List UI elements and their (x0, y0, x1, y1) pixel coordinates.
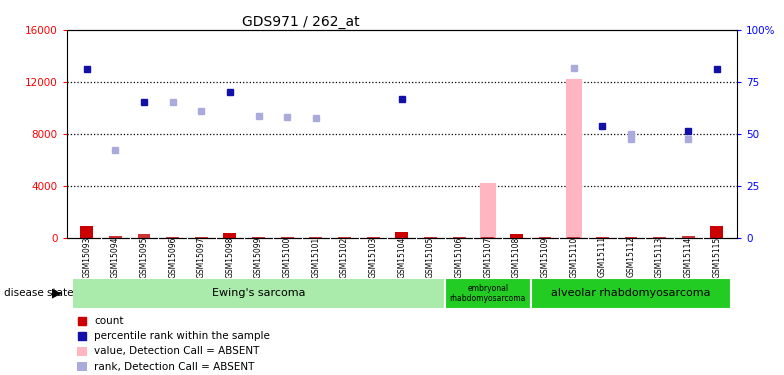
Bar (72, 278, 445, 309)
Bar (424, 237, 437, 238)
Text: GSM15103: GSM15103 (368, 236, 378, 278)
Text: value, Detection Call = ABSENT: value, Detection Call = ABSENT (94, 346, 260, 356)
Text: GSM15112: GSM15112 (626, 236, 636, 278)
Bar (568, 237, 580, 238)
Bar (481, 237, 494, 238)
Bar (539, 237, 551, 238)
Bar (77, 347, 88, 356)
Text: GSM15101: GSM15101 (311, 236, 321, 278)
Text: Ewing's sarcoma: Ewing's sarcoma (212, 288, 305, 298)
Bar (166, 237, 179, 238)
Text: GSM15099: GSM15099 (254, 236, 263, 278)
Text: rank, Detection Call = ABSENT: rank, Detection Call = ABSENT (94, 362, 255, 372)
Bar (653, 237, 666, 238)
Text: GSM15106: GSM15106 (455, 236, 463, 278)
Text: GSM15093: GSM15093 (82, 236, 91, 278)
Bar (596, 237, 608, 238)
Bar (338, 237, 351, 238)
Text: GSM15096: GSM15096 (168, 236, 177, 278)
Text: GSM15107: GSM15107 (483, 236, 492, 278)
Bar (682, 236, 695, 238)
Text: GSM15111: GSM15111 (598, 236, 607, 278)
Bar (80, 226, 93, 238)
Text: embryonal
rhabdomyosarcoma: embryonal rhabdomyosarcoma (449, 284, 526, 303)
Text: alveolar rhabdomyosarcoma: alveolar rhabdomyosarcoma (551, 288, 711, 298)
Bar (452, 237, 466, 238)
Bar (137, 234, 151, 238)
Text: GSM15113: GSM15113 (655, 236, 664, 278)
Text: GSM15114: GSM15114 (684, 236, 693, 278)
Text: GSM15097: GSM15097 (197, 236, 205, 278)
Bar (445, 278, 531, 309)
Bar (480, 183, 495, 238)
Bar (223, 233, 236, 238)
Bar (281, 237, 294, 238)
Text: GSM15105: GSM15105 (426, 236, 435, 278)
Bar (252, 237, 265, 238)
Bar (710, 226, 724, 238)
Text: percentile rank within the sample: percentile rank within the sample (94, 331, 270, 341)
Text: disease state: disease state (4, 288, 74, 298)
Text: GSM15102: GSM15102 (340, 236, 349, 278)
Bar (109, 236, 122, 238)
Text: ▶: ▶ (52, 287, 61, 300)
Bar (195, 237, 208, 238)
Text: GSM15109: GSM15109 (540, 236, 550, 278)
Text: GSM15100: GSM15100 (283, 236, 292, 278)
Bar (531, 278, 731, 309)
Bar (566, 80, 582, 238)
Bar (77, 362, 88, 371)
Bar (310, 237, 322, 238)
Text: GSM15095: GSM15095 (140, 236, 148, 278)
Bar (510, 234, 523, 238)
Bar (625, 237, 637, 238)
Text: GSM15098: GSM15098 (226, 236, 234, 278)
Text: GSM15094: GSM15094 (111, 236, 120, 278)
Text: GSM15110: GSM15110 (569, 236, 578, 278)
Bar (367, 237, 379, 238)
Title: GDS971 / 262_at: GDS971 / 262_at (242, 15, 360, 29)
Bar (395, 232, 408, 238)
Text: GSM15104: GSM15104 (397, 236, 406, 278)
Text: count: count (94, 316, 124, 326)
Text: GSM15115: GSM15115 (713, 236, 721, 278)
Text: GSM15108: GSM15108 (512, 236, 521, 278)
